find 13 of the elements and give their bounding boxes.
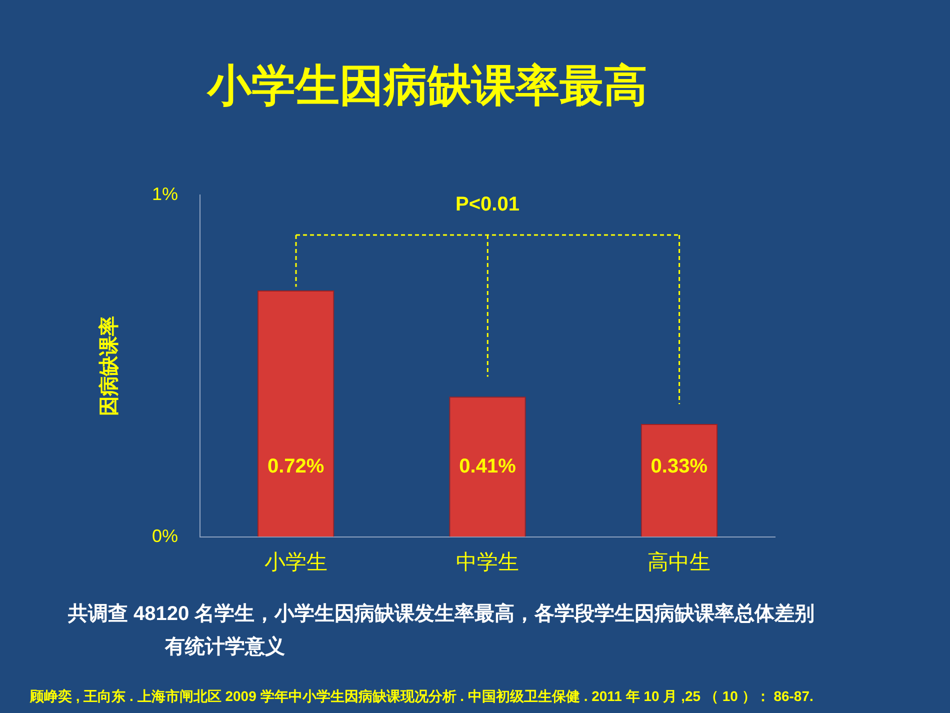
chart-title: 小学生因病缺课率最高: [206, 62, 648, 111]
data-label: 0.33%: [650, 455, 708, 478]
x-tick-label: 中学生: [456, 551, 520, 574]
y-axis-title: 因病缺课率: [98, 316, 121, 416]
annotation: P<0.01: [456, 193, 520, 216]
data-label: 0.72%: [267, 455, 324, 478]
text: 顾峥奕 , 王向东 . 上海市闸北区 2009 学年中小学生因病缺课现况分析 . 中国初级卫生保健 . 2011 年 10 月 ,25 （ 10 ）： 86-87.: [30, 688, 814, 706]
data-label: 0.41%: [459, 455, 516, 478]
y-tick-label: 0%: [152, 526, 178, 546]
y-tick-label: 1%: [152, 184, 178, 204]
x-tick-label: 高中生: [648, 551, 711, 574]
text: 共调查 48120 名学生，小学生因病缺课发生率最高，各学段学生因病缺课率总体差别有统计学意义: [68, 602, 816, 660]
x-tick-label: 小学生: [264, 551, 328, 574]
